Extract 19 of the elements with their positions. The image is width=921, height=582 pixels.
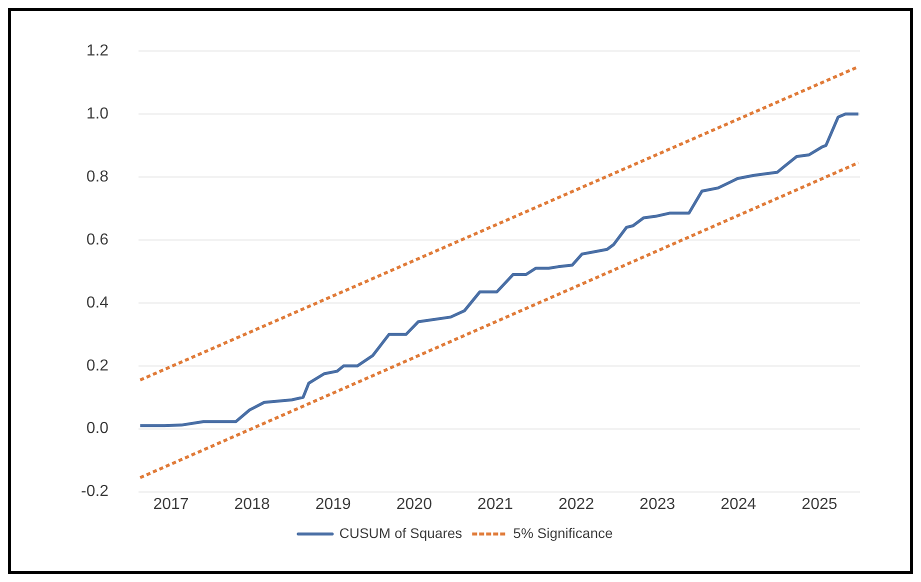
legend-label: 5% Significance	[513, 524, 613, 541]
x-tick-label: 2022	[558, 496, 594, 513]
legend-label: CUSUM of Squares	[339, 524, 462, 541]
x-tick-label: 2023	[640, 496, 676, 513]
x-tick-label: 2019	[315, 496, 352, 513]
y-tick-label: 0.6	[86, 231, 109, 248]
y-tick-label: 1.0	[86, 105, 109, 122]
y-tick-label: 0.0	[86, 420, 109, 438]
y-tick-label: 0.4	[86, 294, 109, 312]
x-tick-label: 2021	[477, 496, 514, 513]
y-tick-label: 1.2	[86, 42, 109, 60]
y-tick-label: 0.8	[86, 168, 109, 186]
x-tick-label: 2017	[153, 496, 189, 513]
y-tick-label: 0.2	[86, 357, 109, 374]
x-tick-label: 2024	[720, 496, 756, 513]
x-tick-label: 2018	[234, 496, 270, 513]
y-tick-label: -0.2	[80, 483, 109, 500]
x-tick-label: 2020	[396, 496, 432, 513]
x-tick-label: 2025	[802, 496, 838, 513]
